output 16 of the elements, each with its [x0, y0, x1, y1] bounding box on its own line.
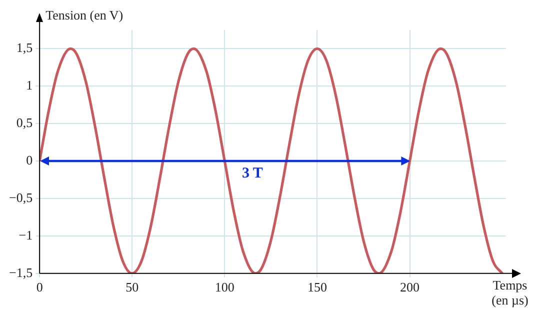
- x-tick-label: 50: [126, 280, 139, 295]
- y-tick-label: 0: [26, 152, 33, 168]
- x-tick-label: 100: [214, 280, 234, 295]
- x-tick-label: 0: [36, 280, 43, 295]
- y-tick-label: 0,5: [16, 115, 33, 130]
- y-axis-title: Tension (en V): [46, 7, 124, 22]
- annotation: 3 T: [242, 165, 263, 182]
- x-tick-label: 150: [307, 280, 327, 295]
- x-axis-title: Temps (en µs): [492, 277, 528, 308]
- y-tick-label: 1,5: [16, 40, 33, 56]
- y-tick-label: −1,5: [8, 264, 33, 280]
- y-tick-label: −1: [18, 227, 33, 242]
- y-tick-label: −0,5: [8, 190, 33, 205]
- y-tick-label: 1: [26, 78, 33, 93]
- line-series: [40, 47, 504, 274]
- x-tick-label: 200: [400, 280, 420, 295]
